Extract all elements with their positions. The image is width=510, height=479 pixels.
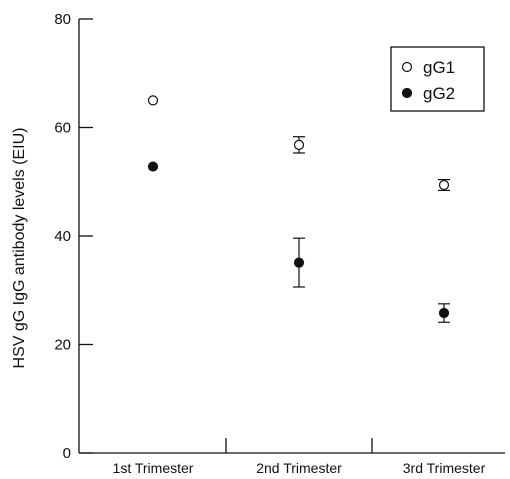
legend-marker-open-circle bbox=[401, 61, 413, 73]
x-tick-label: 1st Trimester bbox=[113, 460, 194, 476]
x-ticks: 1st Trimester 2nd Trimester 3rd Trimester bbox=[113, 438, 486, 476]
data-point-gG1 bbox=[147, 95, 159, 106]
data-point-gG1 bbox=[438, 179, 450, 191]
x-tick-label: 3rd Trimester bbox=[403, 460, 486, 476]
data-point-gG2 bbox=[438, 307, 450, 319]
y-axis-title: HSV gG IgG antibody levels (EIU) bbox=[11, 128, 28, 369]
legend-marker-filled-circle bbox=[401, 87, 413, 99]
y-tick-label: 60 bbox=[54, 120, 71, 137]
y-ticks: 0 20 40 60 80 bbox=[54, 11, 93, 462]
data-points bbox=[147, 95, 450, 323]
y-tick-label: 0 bbox=[63, 445, 71, 462]
x-tick-label: 2nd Trimester bbox=[256, 460, 342, 476]
y-tick-label: 40 bbox=[54, 228, 71, 245]
data-point-gG2 bbox=[293, 257, 305, 268]
legend-label: gG2 bbox=[423, 84, 455, 103]
legend-label: gG1 bbox=[423, 58, 455, 77]
y-tick-label: 80 bbox=[54, 11, 71, 28]
legend-box bbox=[390, 46, 485, 112]
data-point-gG2 bbox=[147, 161, 159, 172]
data-point-gG1 bbox=[293, 139, 305, 150]
y-tick-label: 20 bbox=[54, 337, 71, 354]
